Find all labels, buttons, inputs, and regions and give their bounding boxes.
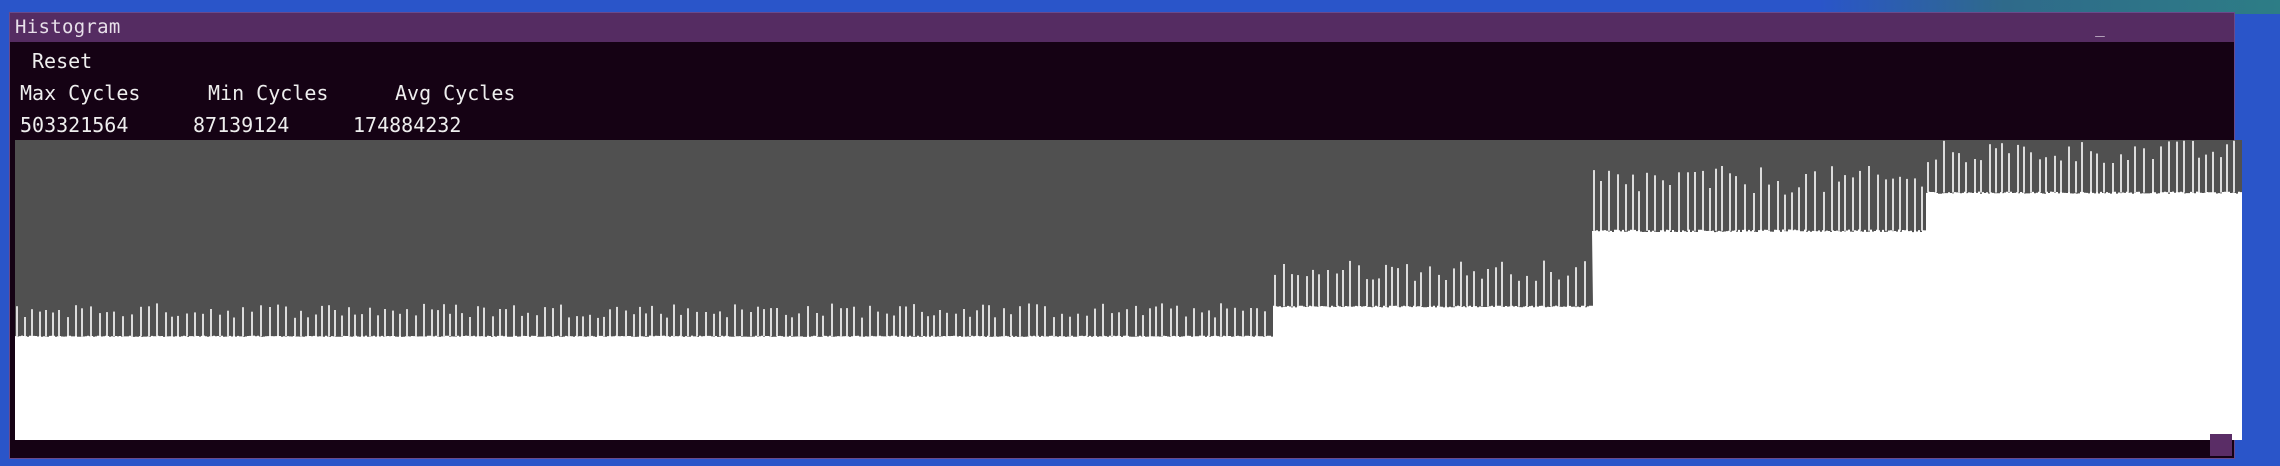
window-title: Histogram [15, 16, 121, 38]
min-cycles-label: Min Cycles [208, 81, 329, 105]
histogram-plot [15, 140, 2242, 440]
histogram-chart [15, 140, 2242, 440]
resize-grip[interactable] [2210, 434, 2232, 456]
minimize-button[interactable]: _ [2095, 18, 2105, 37]
max-cycles-label: Max Cycles [20, 81, 141, 105]
max-cycles-value: 503321564 [20, 113, 129, 137]
avg-cycles-label: Avg Cycles [395, 81, 516, 105]
histogram-spikes [16, 140, 2235, 337]
histogram-window: Histogram _ Reset Max Cycles Min Cycles … [9, 12, 2242, 459]
title-bar[interactable]: Histogram _ [10, 13, 2234, 42]
desktop-background [1820, 0, 2280, 14]
avg-cycles-value: 174884232 [353, 113, 462, 137]
min-cycles-value: 87139124 [193, 113, 290, 137]
reset-button[interactable]: Reset [32, 49, 93, 73]
histogram-area [15, 191, 2242, 440]
